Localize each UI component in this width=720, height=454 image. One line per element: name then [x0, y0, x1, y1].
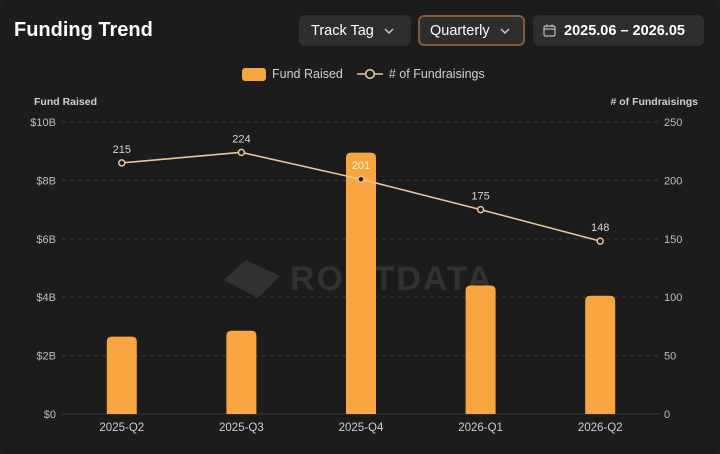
watermark: ROOTDATA	[220, 256, 494, 302]
page-title: Funding Trend	[14, 19, 153, 41]
fundraisings-point	[476, 205, 485, 214]
y-tick-label-right: 50	[664, 351, 676, 363]
legend-bar-swatch	[242, 67, 266, 81]
chevron-down-icon	[384, 28, 394, 34]
bar-2026-Q2	[585, 295, 616, 414]
bar-2025-Q3	[226, 330, 257, 414]
period-label: Quarterly	[430, 22, 490, 39]
date-range-text: 2025.06 – 2026.05	[564, 22, 685, 39]
y-tick-label-left: $8B	[36, 175, 56, 187]
x-tick-label: 2025-Q2	[99, 422, 144, 434]
chart-legend: Fund Raised # of Fundraisings	[242, 64, 499, 84]
bar-2025-Q2	[106, 336, 137, 414]
y-tick-label-left: $2B	[36, 351, 56, 363]
period-dropdown[interactable]: Quarterly	[418, 15, 525, 46]
watermark-text: ROOTDATA	[290, 259, 494, 298]
x-tick-label: 2025-Q4	[339, 422, 384, 434]
y-tick-label-right: 250	[664, 117, 682, 129]
track-tag-label: Track Tag	[311, 22, 374, 39]
y-axis-left-title: Fund Raised	[34, 96, 98, 108]
x-tick-label: 2026-Q2	[578, 422, 623, 434]
y-axis-right-title: # of Fundraisings	[610, 96, 698, 108]
y-tick-label-right: 0	[664, 409, 670, 421]
fundraisings-data-label: 215	[113, 144, 131, 156]
fundraisings-data-label: 175	[471, 191, 489, 203]
y-tick-label-left: $4B	[36, 292, 56, 304]
bar-2025-Q4	[346, 152, 376, 414]
x-tick-label: 2026-Q1	[458, 422, 503, 434]
chevron-down-icon	[500, 28, 510, 34]
y-tick-label-left: $6B	[36, 234, 56, 246]
fundraisings-point	[357, 175, 365, 183]
legend-line-swatch	[356, 68, 383, 80]
fundraisings-point	[118, 159, 126, 167]
fundraisings-point	[237, 148, 246, 157]
y-tick-label-left: $10B	[30, 117, 56, 129]
x-tick-label: 2025-Q3	[219, 422, 264, 434]
legend-item-fundraisings[interactable]: # of Fundraisings	[356, 67, 485, 81]
calendar-icon	[543, 24, 556, 37]
fundraisings-data-label: 148	[591, 222, 609, 234]
y-tick-label-right: 200	[664, 175, 682, 187]
fundraisings-data-label: 224	[232, 133, 250, 145]
legend-fundraisings-label: # of Fundraisings	[388, 67, 485, 81]
y-tick-label-left: $0	[44, 409, 56, 421]
track-tag-dropdown[interactable]: Track Tag	[299, 15, 411, 46]
legend-fund-raised-label: Fund Raised	[272, 67, 343, 81]
y-tick-label-right: 100	[664, 292, 682, 304]
bar-2026-Q1	[465, 285, 496, 414]
legend-item-fund-raised[interactable]: Fund Raised	[242, 67, 343, 81]
fundraisings-data-label: 201	[352, 160, 370, 172]
y-tick-label-right: 150	[664, 234, 682, 246]
date-range-picker[interactable]: 2025.06 – 2026.05	[533, 15, 704, 46]
watermark-logo-icon	[224, 260, 280, 298]
fundraisings-point	[596, 237, 604, 245]
